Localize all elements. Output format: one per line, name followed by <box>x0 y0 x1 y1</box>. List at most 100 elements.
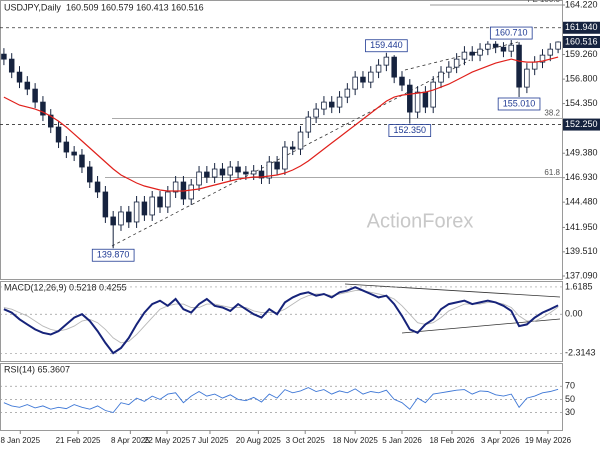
fib-label: 38.2 <box>544 109 560 118</box>
candle-body <box>32 88 38 103</box>
watermark: ActionForex <box>367 210 474 232</box>
candle-body <box>165 191 171 208</box>
candle-body <box>321 101 327 110</box>
candle-body <box>196 171 202 186</box>
candle-body <box>500 46 507 52</box>
candle-body <box>227 166 234 176</box>
candle-body <box>555 41 561 50</box>
candle-body <box>407 84 413 113</box>
candle-body <box>430 81 436 108</box>
candle-body <box>508 44 515 52</box>
y-tick-label: 70 <box>565 381 575 391</box>
y-tick-label: 0.00 <box>565 309 583 319</box>
candle-body <box>79 154 85 168</box>
candle-body <box>1 53 7 60</box>
point-label-box <box>91 248 135 262</box>
candle-body <box>211 168 218 178</box>
candle-body <box>485 43 491 50</box>
candle-body <box>289 146 296 150</box>
last-price-box <box>563 35 600 48</box>
point-label: 152.350 <box>394 125 427 135</box>
candle-body <box>133 201 140 223</box>
level-label-box <box>563 118 600 131</box>
point-label-box <box>388 124 432 137</box>
candle-body <box>149 196 155 216</box>
candle-body <box>102 191 109 218</box>
y-tick-label: 1.6185 <box>565 281 593 291</box>
y-tick-label: 154.350 <box>565 98 598 108</box>
point-label: 159.440 <box>370 40 403 50</box>
y-tick-label: 146.930 <box>565 172 598 182</box>
candle-body <box>172 181 179 193</box>
candle-body <box>477 48 483 56</box>
candle-body <box>110 216 116 226</box>
rsi-label: RSI(14) 65.3607 <box>4 364 70 374</box>
candle-body <box>63 141 70 153</box>
series-line <box>3 290 559 344</box>
point-label-box <box>365 39 408 53</box>
x-tick-label: 8 Apr 2025 <box>111 436 150 445</box>
candle-body <box>453 58 460 68</box>
candle-body <box>414 91 421 113</box>
candle-body <box>492 43 499 48</box>
candle-body <box>360 76 366 83</box>
y-tick-label: 159.260 <box>565 49 598 59</box>
candle-body <box>282 146 288 170</box>
level-label: 161.940 <box>565 22 598 32</box>
candle-body <box>204 171 210 178</box>
y-tick-label: 30 <box>565 407 575 417</box>
price-panel <box>0 0 563 280</box>
candle-body <box>94 181 101 193</box>
candle-body <box>157 196 163 208</box>
x-tick-label: 18 Feb 2026 <box>429 436 474 445</box>
candle-body <box>71 151 77 156</box>
panel-borders <box>0 0 563 431</box>
candle-body <box>235 166 241 173</box>
candle-body <box>383 56 390 66</box>
rsi-panel <box>0 363 563 431</box>
candle-body <box>375 64 382 73</box>
candle-body <box>446 66 452 73</box>
candle-body <box>126 211 132 223</box>
level-label: 152.250 <box>565 119 598 129</box>
x-tick-label: 22 May 2025 <box>144 436 191 445</box>
candle-body <box>16 71 23 83</box>
candle-body <box>305 116 312 133</box>
y-tick-label: 139.510 <box>565 246 598 256</box>
fib-label: FE 100.0 <box>528 0 561 4</box>
candle-body <box>8 58 15 73</box>
candle-body <box>524 68 530 88</box>
candle-body <box>297 131 304 150</box>
y-tick-label: 137.090 <box>565 270 598 280</box>
point-label-box <box>497 97 541 111</box>
candle-body <box>141 201 148 216</box>
candle-body <box>313 108 319 118</box>
candle-body <box>461 51 468 60</box>
candle-body <box>438 71 444 83</box>
candle-body <box>24 81 31 90</box>
series-line <box>3 286 559 355</box>
candle-body <box>344 88 351 98</box>
y-tick-label: 141.950 <box>565 222 598 232</box>
candle-body <box>516 44 522 88</box>
candle-body <box>469 51 475 56</box>
candle-body <box>368 71 374 83</box>
y-tick-label: -2.3143 <box>565 348 596 358</box>
y-tick-label: 144.480 <box>565 197 598 207</box>
candle-body <box>250 170 257 175</box>
candle-body <box>219 168 226 176</box>
candle-body <box>258 170 265 179</box>
x-tick-label: 20 Aug 2025 <box>236 436 281 445</box>
x-tick-label: 7 Jul 2025 <box>192 436 229 445</box>
candle-body <box>399 76 405 86</box>
point-label: 139.870 <box>97 250 130 260</box>
x-tick-label: 18 Nov 2025 <box>332 436 378 445</box>
x-tick-label: 21 Feb 2025 <box>56 436 101 445</box>
candle-body <box>391 56 397 78</box>
macd-panel <box>0 281 563 362</box>
candle-body <box>87 166 93 183</box>
y-tick-label: 149.380 <box>565 148 598 158</box>
point-label-box <box>489 26 533 40</box>
candle-body <box>336 96 343 108</box>
